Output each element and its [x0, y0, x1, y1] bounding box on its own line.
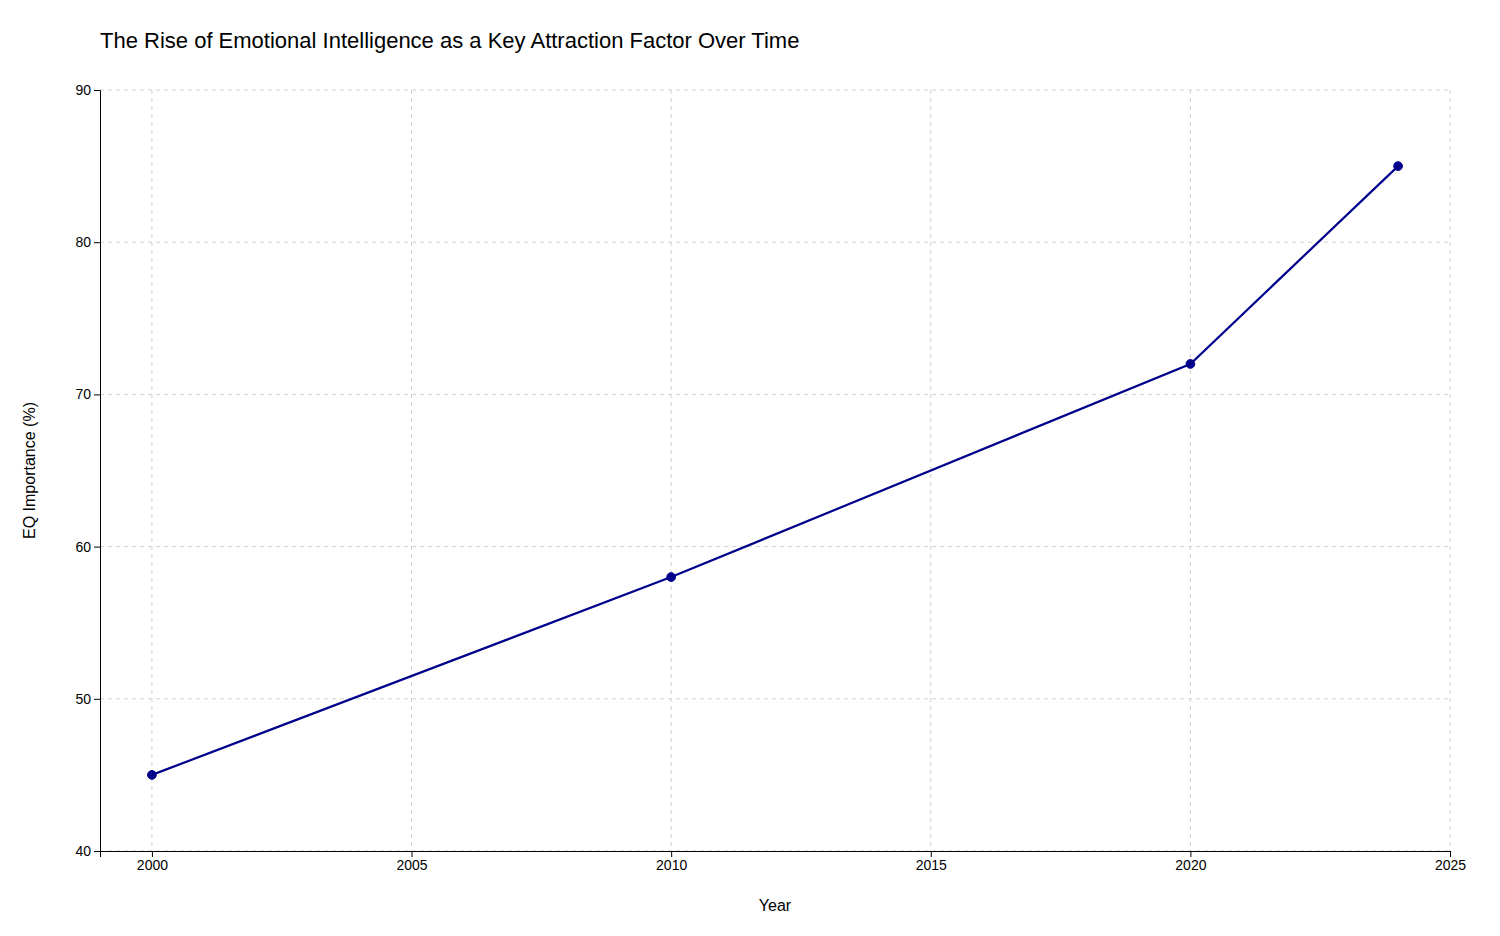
grid-line [1450, 90, 1451, 851]
y-tick-label: 50 [75, 691, 91, 707]
y-tick-mark [94, 394, 100, 395]
y-tick-mark [94, 699, 100, 700]
line [152, 166, 1398, 775]
x-tick: 2020 [1175, 851, 1206, 873]
y-tick-mark [94, 851, 100, 852]
y-tick: 60 [75, 539, 100, 555]
grid-line [100, 90, 1450, 91]
x-tick-label: 2020 [1175, 857, 1206, 873]
y-tick-mark [94, 547, 100, 548]
y-tick-label: 70 [75, 386, 91, 402]
x-tick-label: 2010 [656, 857, 687, 873]
point [1394, 162, 1403, 171]
y-axis-line [94, 91, 101, 852]
y-tick-label: 40 [75, 843, 91, 859]
series [148, 162, 1403, 780]
point [148, 771, 157, 780]
x-tick: 2015 [916, 851, 947, 873]
y-tick-mark [94, 242, 100, 243]
grid-line [100, 242, 1450, 243]
point [1186, 360, 1195, 369]
grid [100, 90, 1450, 851]
y-tick-mark [94, 90, 100, 91]
x-tick-label: 2015 [916, 857, 947, 873]
plot-area: 2000 2005 2010 2015 2020 2025 40 50 60 70 80 90 [75, 82, 1466, 873]
x-tick: 2010 [656, 851, 687, 873]
x-tick-label: 2005 [396, 857, 427, 873]
y-tick: 40 [75, 843, 100, 859]
grid-line [411, 90, 412, 851]
x-tick: 2000 [137, 851, 168, 873]
grid-line [100, 394, 1450, 395]
grid-line [671, 90, 672, 851]
x-tick: 2005 [396, 851, 427, 873]
x-axis-line [101, 852, 1451, 858]
y-axis-title: EQ Importance (%) [21, 402, 38, 539]
grid-line [1190, 90, 1191, 851]
y-tick: 80 [75, 234, 100, 250]
x-axis-title: Year [759, 897, 792, 914]
y-tick: 50 [75, 691, 100, 707]
grid-line [100, 546, 1450, 547]
title: The Rise of Emotional Intelligence as a … [100, 28, 799, 53]
grid-line [151, 90, 152, 851]
x-tick: 2025 [1435, 851, 1466, 873]
point [667, 573, 676, 582]
x-axis: 2000 2005 2010 2015 2020 2025 [101, 851, 1467, 873]
y-tick-label: 90 [75, 82, 91, 98]
x-tick-label: 2000 [137, 857, 168, 873]
y-axis: 40 50 60 70 80 90 [75, 82, 100, 859]
x-tick-label: 2025 [1435, 857, 1466, 873]
y-tick-label: 80 [75, 234, 91, 250]
grid-line [100, 698, 1450, 699]
y-tick: 70 [75, 386, 100, 402]
chart: 2000 2005 2010 2015 2020 2025 40 50 60 70 80 90 The … [0, 0, 1500, 936]
y-tick-label: 60 [75, 539, 91, 555]
y-tick: 90 [75, 82, 100, 98]
